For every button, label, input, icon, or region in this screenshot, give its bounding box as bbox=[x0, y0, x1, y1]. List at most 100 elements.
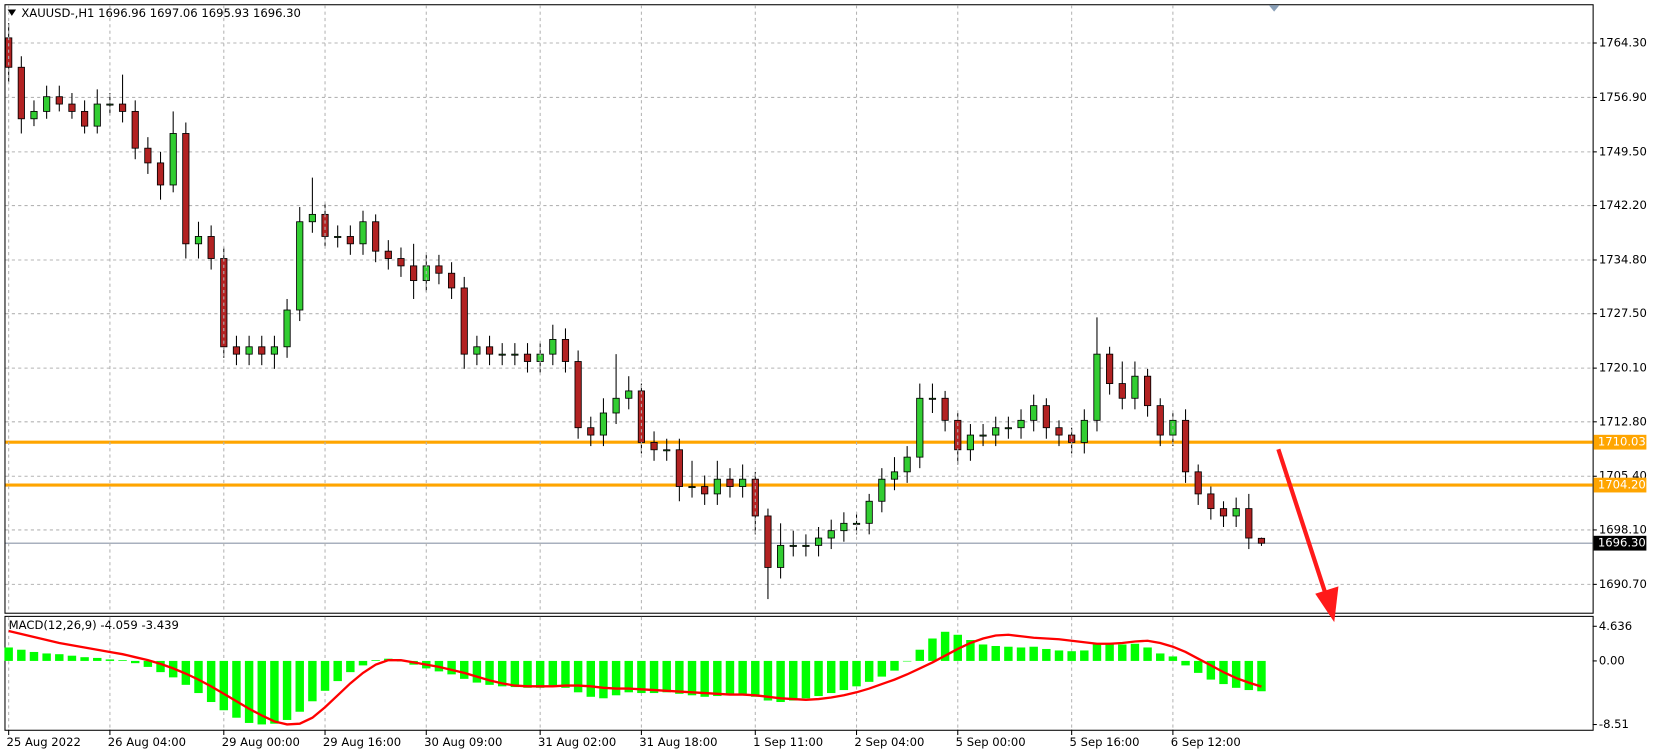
candle-body bbox=[485, 346, 494, 355]
candle-body bbox=[1131, 375, 1139, 399]
plot-layer: 1764.30 1756.90 1749.50 1742.20 1734.80 1727.… bbox=[4, 5, 1647, 749]
candle-body bbox=[245, 346, 253, 355]
trend-arrow bbox=[1276, 448, 1339, 623]
candle-body bbox=[1207, 493, 1215, 510]
histogram-bar bbox=[232, 660, 241, 718]
candle-body bbox=[941, 397, 949, 421]
histogram-bar bbox=[282, 660, 292, 720]
histogram-bar bbox=[928, 638, 937, 661]
candle-body bbox=[435, 265, 443, 274]
histogram-bar bbox=[1257, 660, 1266, 692]
histogram-bar bbox=[827, 660, 836, 694]
y-tick-label: 0.00 bbox=[1599, 653, 1625, 667]
candle-body bbox=[992, 427, 1000, 436]
histogram-bar bbox=[295, 660, 304, 712]
y-tick-label: -8.51 bbox=[1599, 717, 1629, 731]
histogram-bar bbox=[940, 631, 950, 661]
candle-body bbox=[258, 346, 266, 355]
candle-body bbox=[523, 353, 532, 362]
histogram-bar bbox=[687, 660, 697, 696]
histogram-bar bbox=[1244, 660, 1254, 691]
histogram-bar bbox=[131, 660, 140, 664]
candle-body bbox=[713, 478, 721, 495]
candle-body bbox=[1156, 405, 1164, 436]
y-tick-label: 1756.90 bbox=[1599, 90, 1647, 104]
histogram-bar bbox=[1118, 644, 1127, 661]
candle-body bbox=[814, 537, 823, 546]
candle-body bbox=[473, 346, 481, 355]
histogram-bar bbox=[523, 660, 532, 688]
histogram-bar bbox=[80, 657, 89, 661]
histogram-bar bbox=[1193, 660, 1203, 673]
histogram-bar bbox=[1080, 650, 1089, 661]
chart-title: XAUUSD-,H1 1696.96 1697.06 1695.93 1696.… bbox=[21, 6, 301, 20]
histogram-bar bbox=[194, 660, 203, 694]
candle-body bbox=[447, 272, 456, 289]
histogram-bar bbox=[143, 660, 153, 667]
menu-triangle[interactable] bbox=[7, 9, 17, 16]
histogram-bar bbox=[67, 655, 77, 661]
candle-body bbox=[182, 133, 190, 245]
candle-body bbox=[561, 339, 570, 362]
histogram-bar bbox=[675, 660, 684, 694]
histogram-bar bbox=[738, 660, 747, 696]
histogram-bar bbox=[308, 660, 317, 702]
x-tick-label: 5 Sep 00:00 bbox=[956, 735, 1026, 749]
candle-body bbox=[1017, 419, 1025, 429]
y-tick-label: 1742.20 bbox=[1599, 198, 1647, 212]
candle-body bbox=[1143, 375, 1152, 407]
candle-body bbox=[43, 96, 51, 112]
candle-body bbox=[334, 236, 342, 238]
candle-body bbox=[574, 361, 582, 429]
x-tick-label: 26 Aug 04:00 bbox=[108, 735, 186, 749]
histogram-bar bbox=[586, 660, 595, 697]
candle-body bbox=[1194, 471, 1202, 495]
candle-body bbox=[663, 449, 671, 452]
candle-body bbox=[55, 96, 63, 105]
histogram-bar bbox=[270, 660, 279, 724]
candle-body bbox=[1004, 427, 1012, 430]
candle-body bbox=[599, 412, 608, 436]
candle-body bbox=[81, 110, 89, 127]
candle-body bbox=[30, 110, 38, 120]
histogram-bar bbox=[346, 660, 355, 673]
histogram-bar bbox=[877, 660, 887, 677]
candle-body bbox=[1106, 353, 1114, 384]
histogram-bar bbox=[1016, 647, 1026, 661]
y-tick-label: 1727.50 bbox=[1599, 306, 1647, 320]
histogram-bar bbox=[55, 654, 64, 661]
histogram-bar bbox=[219, 660, 229, 711]
histogram-bar bbox=[763, 660, 773, 701]
candle-body bbox=[777, 544, 785, 568]
candle-body bbox=[1042, 405, 1050, 429]
histogram-bar bbox=[447, 660, 456, 675]
y-tick-label: 1698.10 bbox=[1599, 522, 1647, 536]
current-price-label: 1696.30 bbox=[1598, 536, 1646, 550]
candle-body bbox=[1232, 508, 1240, 517]
x-tick-label: 31 Aug 02:00 bbox=[538, 735, 616, 749]
price-panel-frame bbox=[4, 4, 1594, 614]
candle-body bbox=[118, 103, 127, 112]
y-tick-label: 1712.80 bbox=[1599, 414, 1647, 428]
histogram-bar bbox=[257, 660, 266, 725]
candle-body bbox=[346, 236, 354, 245]
histogram-bar bbox=[93, 657, 102, 661]
histogram-bar bbox=[902, 660, 912, 662]
histogram-bar bbox=[611, 660, 621, 696]
histogram-bar bbox=[789, 660, 798, 701]
y-tick-label: 1690.70 bbox=[1599, 577, 1647, 591]
macd-panel-frame bbox=[4, 615, 1594, 731]
candle-body bbox=[916, 397, 924, 458]
histogram-bar bbox=[485, 660, 494, 685]
candle-body bbox=[688, 486, 696, 489]
histogram-bar bbox=[599, 660, 608, 699]
candle-body bbox=[144, 147, 152, 164]
candle-body bbox=[372, 221, 380, 252]
x-tick-label: 30 Aug 09:00 bbox=[424, 735, 502, 749]
candle-body bbox=[1030, 405, 1038, 421]
candle-body bbox=[131, 110, 139, 149]
y-tick-label: 1749.50 bbox=[1599, 144, 1647, 158]
histogram-bar bbox=[105, 659, 115, 661]
